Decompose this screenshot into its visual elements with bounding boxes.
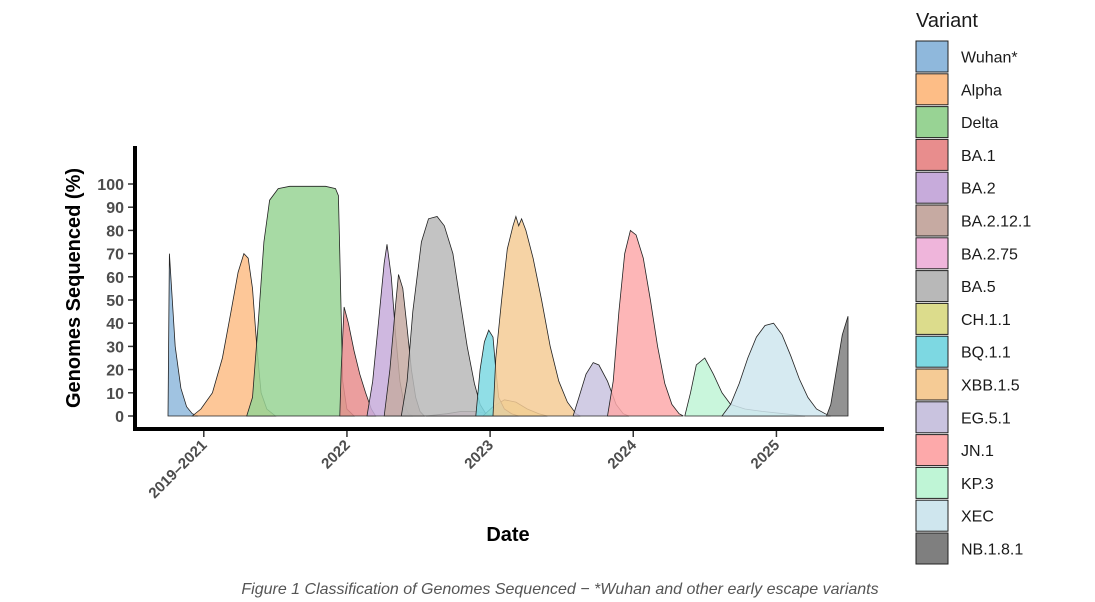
- figure-caption: Figure 1 Classification of Genomes Seque…: [241, 581, 878, 598]
- legend-item: BA.2.12.1: [915, 204, 1031, 237]
- legend-key: [915, 532, 949, 565]
- y-tick-label: 60: [106, 270, 124, 287]
- y-tick-label: 100: [97, 177, 124, 194]
- legend-label: BA.2.75: [961, 246, 1018, 263]
- legend-key: [915, 237, 949, 270]
- legend-label: Alpha: [961, 82, 1002, 99]
- legend-title: Variant: [916, 10, 978, 32]
- y-tick-label: 40: [106, 316, 124, 333]
- x-tick-label: 2025: [748, 437, 784, 473]
- y-ticks: 0 10 20 30 40 50 60 70 80 90 100: [97, 177, 133, 426]
- legend-label: BQ.1.1: [961, 345, 1011, 362]
- y-tick-label: 50: [106, 293, 124, 310]
- y-axis-title: Genomes Sequenced (%): [63, 168, 85, 408]
- legend-item: KP.3: [915, 466, 994, 499]
- axes: [133, 146, 884, 431]
- legend-key: [915, 466, 949, 499]
- y-tick-label: 90: [106, 200, 124, 217]
- legend-key: [915, 368, 949, 401]
- legend-key: [915, 270, 949, 303]
- legend-key: [915, 73, 949, 106]
- legend-label: NB.1.8.1: [961, 542, 1023, 559]
- legend-key: [915, 204, 949, 237]
- legend-key: [915, 40, 949, 73]
- legend-key: [915, 106, 949, 139]
- legend: Wuhan* Alpha Delta BA.1 BA.2 BA.2.12.1 BA.2.75…: [915, 40, 1031, 565]
- x-axis-title: Date: [486, 524, 529, 546]
- x-tick-label: 2019–2021: [145, 437, 210, 502]
- legend-item: Wuhan*: [915, 40, 1018, 73]
- legend-label: BA.5: [961, 279, 996, 296]
- legend-item: BA.1: [915, 138, 996, 171]
- y-tick-label: 30: [106, 339, 124, 356]
- x-tick-label: 2023: [461, 437, 497, 473]
- legend-key: [915, 335, 949, 368]
- legend-item: Delta: [915, 106, 998, 139]
- legend-item: Alpha: [915, 73, 1002, 106]
- legend-label: JN.1: [961, 443, 994, 460]
- legend-item: CH.1.1: [915, 302, 1011, 335]
- area-jn-1: [607, 229, 684, 417]
- legend-label: KP.3: [961, 476, 994, 493]
- y-tick-label: 20: [106, 363, 124, 380]
- area-ba-5: [400, 216, 491, 417]
- area-delta: [246, 185, 356, 417]
- legend-label: BA.2: [961, 181, 996, 198]
- y-tick-label: 80: [106, 223, 124, 240]
- legend-item: BA.2.75: [915, 237, 1018, 270]
- area-nb-1-8-1: [825, 316, 849, 417]
- legend-item: BA.2: [915, 171, 996, 204]
- x-ticks: 2019–2021 2022 2023 2024 2025: [145, 431, 783, 502]
- legend-item: JN.1: [915, 434, 994, 467]
- legend-label: XEC: [961, 509, 994, 526]
- legend-key: [915, 401, 949, 434]
- legend-label: BA.2.12.1: [961, 214, 1031, 231]
- legend-key: [915, 434, 949, 467]
- legend-item: EG.5.1: [915, 401, 1011, 434]
- legend-label: CH.1.1: [961, 312, 1011, 329]
- plot-areas: [167, 185, 849, 417]
- area-xbb-1-5: [492, 215, 581, 417]
- legend-item: NB.1.8.1: [915, 532, 1023, 565]
- area-wuhan-: [167, 253, 199, 417]
- legend-label: BA.1: [961, 148, 996, 165]
- legend-label: Delta: [961, 115, 998, 132]
- x-tick-label: 2022: [318, 437, 354, 473]
- legend-key: [915, 302, 949, 335]
- legend-label: XBB.1.5: [961, 378, 1020, 395]
- legend-item: XEC: [915, 499, 994, 532]
- area-xec: [721, 322, 831, 417]
- legend-key: [915, 171, 949, 204]
- y-tick-label: 10: [106, 386, 124, 403]
- y-tick-label: 70: [106, 247, 124, 264]
- legend-label: EG.5.1: [961, 410, 1011, 427]
- y-tick-label: 0: [115, 409, 124, 426]
- legend-key: [915, 138, 949, 171]
- x-tick-label: 2024: [604, 436, 640, 472]
- legend-label: Wuhan*: [961, 50, 1018, 67]
- legend-item: XBB.1.5: [915, 368, 1020, 401]
- legend-key: [915, 499, 949, 532]
- legend-item: BA.5: [915, 270, 996, 303]
- legend-item: BQ.1.1: [915, 335, 1011, 368]
